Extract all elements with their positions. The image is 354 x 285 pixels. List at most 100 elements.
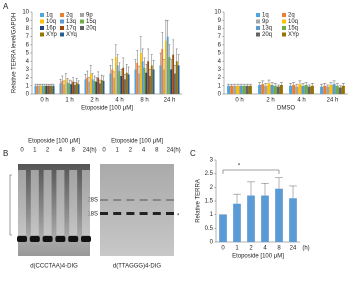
bar [75, 82, 78, 94]
lane-label: 8 [155, 148, 159, 154]
bar [267, 83, 271, 94]
y-tick-label: 2.5 [205, 171, 214, 177]
bar [109, 73, 112, 94]
x-unit: (h) [302, 246, 309, 252]
significance-label: * [238, 164, 241, 170]
asterisk: * [177, 214, 180, 220]
bar [72, 81, 75, 94]
y-tick-label: 3 [218, 67, 222, 73]
bar [239, 85, 243, 94]
lane-label: 24 [83, 148, 90, 154]
bar [50, 85, 53, 94]
legend-swatch [40, 13, 44, 17]
bar [301, 85, 305, 94]
bar [264, 85, 268, 94]
bar [323, 85, 327, 94]
x-tick-label: 4 h [297, 98, 305, 104]
bar [59, 83, 62, 94]
bar [118, 71, 121, 94]
y-tick-label: 9 [26, 18, 30, 24]
bar [335, 85, 339, 94]
bar [273, 85, 277, 94]
x-axis-title: Etoposide [100 μM] [232, 254, 284, 260]
y-tick-label: 7 [218, 34, 222, 40]
legend-label: 9p [262, 19, 269, 25]
bar [326, 86, 330, 94]
bar [102, 80, 105, 94]
legend-label: 20q [86, 26, 96, 32]
bar [36, 85, 39, 94]
panel-label: C [190, 149, 196, 158]
bar [38, 85, 40, 94]
x-tick-label: 24 h [164, 98, 176, 104]
y-tick-label: 2 [218, 75, 222, 81]
y-tick-label: 10 [214, 10, 221, 16]
bar [329, 84, 333, 94]
bar [227, 85, 231, 94]
bar [149, 75, 151, 94]
bar [124, 79, 126, 94]
bar [245, 85, 249, 94]
legend-swatch [256, 26, 260, 30]
band [152, 212, 161, 215]
legend-label: 2q [66, 13, 73, 19]
y-tick-label: 9 [218, 18, 222, 24]
smear [18, 170, 26, 235]
panel-label: A [3, 2, 9, 11]
bar [236, 85, 240, 94]
bar [88, 81, 90, 94]
x-tick-label: 0 h [40, 98, 48, 104]
bar [276, 86, 280, 94]
y-tick-label: 2 [26, 75, 30, 81]
y-tick-label: 6 [218, 42, 222, 48]
bar [134, 69, 137, 94]
bar [68, 83, 71, 94]
band [81, 236, 91, 242]
y-tick-label: 0 [218, 92, 222, 98]
band [166, 212, 174, 215]
bar [304, 84, 308, 94]
bar [233, 203, 241, 242]
bar [99, 83, 101, 94]
bar [279, 84, 283, 94]
band [152, 199, 161, 201]
y-tick-label: 1 [26, 83, 30, 89]
legend-swatch [80, 13, 84, 17]
bar [310, 85, 314, 94]
bar [74, 84, 76, 94]
bar [52, 85, 55, 94]
bar [152, 69, 155, 94]
lane-label: 1 [116, 148, 120, 154]
y-tick-label: 1.5 [205, 199, 214, 205]
bar [45, 85, 48, 94]
bar [258, 84, 262, 94]
x-tick-label: 0 h [235, 98, 243, 104]
bar [77, 84, 80, 94]
bar [127, 74, 130, 94]
bar [261, 84, 265, 94]
bracket [9, 174, 12, 236]
legend-label: 13q [66, 19, 76, 25]
legend-swatch [40, 32, 44, 37]
bar [177, 65, 180, 94]
legend-label: XYp [46, 32, 58, 38]
bar [47, 85, 50, 94]
y-tick-label: 0.5 [205, 226, 214, 232]
legend-label: 20q [262, 32, 272, 38]
bar [111, 69, 114, 94]
x-tick-label: 2 [249, 246, 253, 252]
bar [307, 86, 311, 94]
legend-label: 13q [262, 26, 272, 32]
legend-swatch [256, 13, 260, 17]
band [139, 212, 148, 215]
panel-label: B [3, 149, 8, 158]
legend-swatch [282, 32, 286, 37]
x-tick-label: 24 [290, 246, 297, 252]
x-tick-label: 0 [221, 246, 225, 252]
legend-label: 16p [46, 26, 57, 32]
y-axis-title: Relative TERRA level/GAPDH [12, 13, 18, 93]
legend-swatch [80, 19, 84, 24]
bar [168, 57, 171, 94]
bar [141, 61, 144, 94]
legend-swatch [80, 26, 84, 30]
